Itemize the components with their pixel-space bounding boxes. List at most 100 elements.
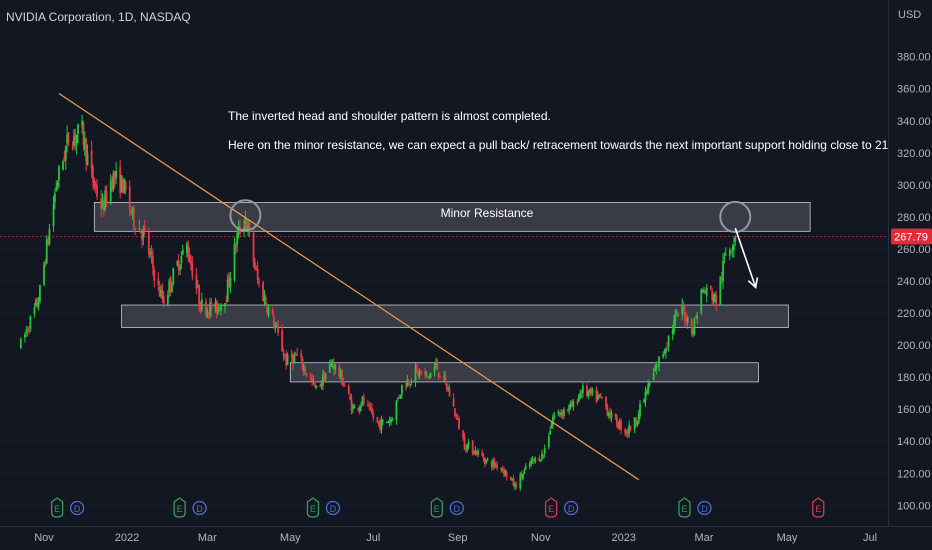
annotation-line-1[interactable]: The inverted head and shoulder pattern i… (228, 109, 551, 123)
time-tick-label[interactable]: May (280, 532, 301, 544)
candle-body (734, 236, 737, 242)
earnings-marker-letter: E (548, 504, 554, 514)
candle-body (282, 353, 285, 356)
time-axis-ticks[interactable]: Nov 2022 Mar May Jul Sep Nov 2023 Mar May Jul (34, 532, 877, 544)
candle-body (90, 150, 93, 169)
candle-body (474, 449, 477, 455)
time-tick-label[interactable]: Nov (531, 532, 551, 544)
candle-body (481, 452, 484, 457)
earnings-marker-icon[interactable] (50, 497, 64, 518)
candle-body (342, 383, 345, 385)
highlight-circle[interactable] (719, 200, 752, 233)
candle-body (663, 351, 666, 353)
candle-body (180, 255, 183, 264)
dividend-marker-icon[interactable] (192, 500, 207, 516)
candle-body (104, 190, 107, 210)
support-zone-2[interactable] (289, 362, 759, 383)
arrow-shaft[interactable] (734, 227, 757, 288)
time-tick-label[interactable]: May (777, 532, 798, 544)
support-zone-1[interactable] (121, 304, 789, 328)
candle-body (166, 294, 169, 305)
candle-body (388, 420, 391, 423)
minor-resistance-zone[interactable] (93, 202, 811, 232)
candle-body (190, 261, 192, 266)
candle-body (696, 314, 699, 320)
candle-body (705, 287, 708, 296)
time-tick-label[interactable]: Mar (198, 532, 217, 544)
pullback-arrow[interactable] (734, 227, 759, 289)
time-tick-label[interactable]: Sep (448, 532, 468, 544)
candle-body (428, 376, 431, 378)
time-tick-label[interactable]: Nov (34, 532, 54, 544)
time-tick-label[interactable]: 2022 (115, 532, 139, 544)
candle-body (519, 474, 522, 489)
candle-body (610, 412, 613, 419)
candle-body (426, 375, 429, 377)
price-axis[interactable] (889, 0, 932, 526)
candle-body (200, 299, 203, 310)
dividend-marker-icon[interactable] (563, 500, 579, 516)
candle-body (719, 276, 722, 305)
time-tick-label[interactable]: Jul (366, 532, 380, 544)
candle-body (187, 245, 190, 257)
minor-resistance-label[interactable]: Minor Resistance (441, 206, 534, 220)
candle-body (577, 396, 580, 402)
candle-body (73, 136, 75, 147)
earnings-marker-icon[interactable] (678, 497, 691, 518)
dividend-marker-icon[interactable] (449, 500, 464, 516)
candle-body (198, 285, 201, 305)
time-tick-label[interactable]: Jul (863, 532, 877, 544)
candle-body (128, 186, 131, 210)
descending-trendline[interactable] (58, 93, 639, 481)
candle-body (81, 120, 84, 127)
earnings-marker-icon[interactable] (306, 497, 320, 518)
candle-body (185, 243, 188, 253)
earnings-marker-icon[interactable] (812, 497, 825, 518)
dividend-marker-icon[interactable] (325, 500, 341, 516)
candle-body (36, 298, 39, 307)
candle-body (244, 217, 247, 225)
candle-body (626, 432, 629, 434)
candle-body (615, 416, 618, 426)
dividend-marker-icon[interactable] (697, 500, 712, 516)
candle-body (255, 267, 258, 270)
candle-body (274, 326, 277, 328)
candle-body (395, 400, 398, 421)
candle-body (105, 190, 108, 203)
candle-body (379, 422, 382, 430)
time-tick-label[interactable]: Mar (695, 532, 714, 544)
highlight-circle[interactable] (229, 199, 262, 232)
earnings-marker-icon[interactable] (430, 497, 443, 518)
candle-body (501, 468, 504, 470)
candle-body (75, 134, 78, 145)
price-tick-label: 220.00 (897, 308, 931, 320)
candle-body (464, 448, 467, 450)
candle-body (296, 354, 299, 356)
candle-body (666, 346, 669, 348)
annotation-line-2[interactable]: Here on the minor resistance, we can exp… (228, 138, 898, 152)
highlight-circles[interactable] (229, 199, 752, 233)
dividend-marker-icon[interactable] (69, 500, 85, 516)
candle-body (328, 364, 331, 373)
earnings-marker-icon[interactable] (173, 497, 186, 518)
time-tick-label[interactable]: 2023 (611, 532, 635, 544)
candle-body (490, 461, 493, 468)
candle-body (471, 440, 474, 454)
candle-body (226, 279, 229, 303)
candle-body (245, 220, 248, 230)
candle-body (319, 384, 322, 387)
candle-body (162, 296, 165, 304)
support-resistance-zones[interactable] (93, 202, 811, 383)
candle-body (437, 372, 440, 377)
candle-body (254, 261, 256, 269)
earnings-marker-icon[interactable] (544, 497, 558, 518)
arrow-head-icon[interactable] (747, 277, 759, 289)
candle-body (256, 268, 259, 281)
candle-body (300, 352, 303, 358)
candle-body (28, 330, 30, 332)
candle-body (168, 280, 171, 293)
candle-body (43, 264, 45, 285)
candle-body (711, 290, 714, 300)
